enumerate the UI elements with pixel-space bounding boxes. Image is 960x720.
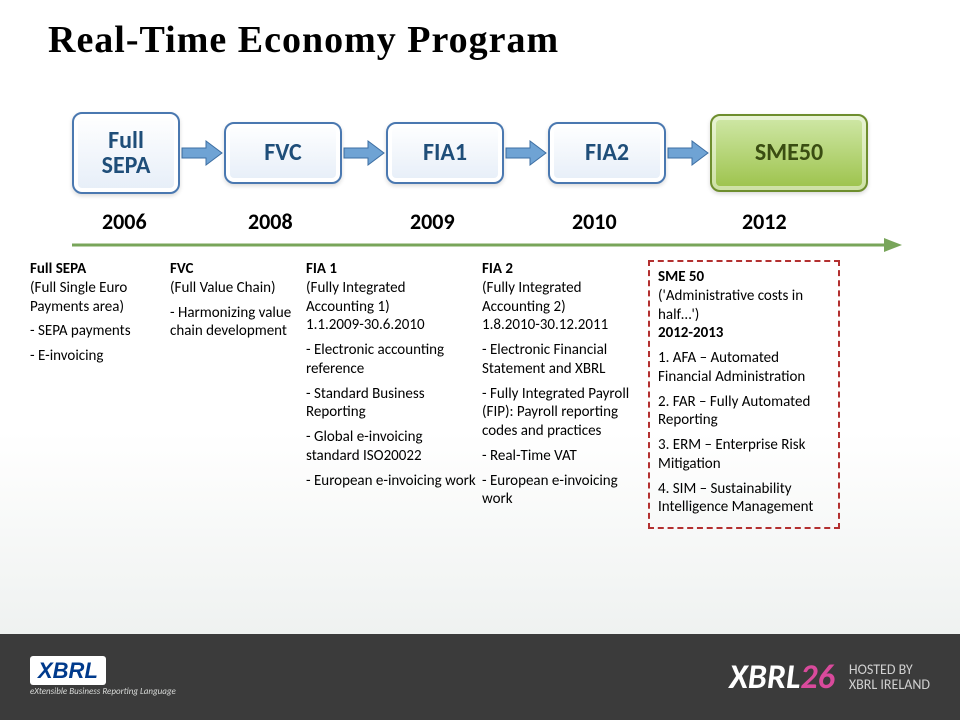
column-item: - European e-invoicing work bbox=[306, 472, 476, 491]
column-item: - Harmonizing value chain development bbox=[170, 304, 300, 342]
column-item: - Fully Integrated Payroll (FIP): Payrol… bbox=[482, 385, 642, 441]
year-2008: 2008 bbox=[248, 208, 293, 235]
flow-arrow-icon bbox=[180, 138, 224, 168]
xbrl-logo: XBRL eXtensible Business Reporting Langu… bbox=[30, 658, 176, 697]
flow-arrow-icon bbox=[666, 138, 710, 168]
column-item: - Electronic Financial Statement and XBR… bbox=[482, 341, 642, 379]
year-2012: 2012 bbox=[742, 208, 787, 235]
flow-box-fia1: FIA1 bbox=[386, 122, 504, 184]
column-item: - Standard Business Reporting bbox=[306, 385, 476, 423]
year-2009: 2009 bbox=[410, 208, 455, 235]
column-item: 3. ERM – Enterprise Risk Mitigation bbox=[658, 436, 830, 474]
column-item: - Global e-invoicing standard ISO20022 bbox=[306, 428, 476, 466]
column-item: - SEPA payments bbox=[30, 322, 164, 341]
column-sme50: SME 50('Administrative costs in half…')2… bbox=[648, 260, 840, 529]
year-2006: 2006 bbox=[102, 208, 147, 235]
column-item: 1. AFA – Automated Financial Administrat… bbox=[658, 349, 830, 387]
xbrl-mark: XBRL bbox=[30, 656, 106, 685]
year-2010: 2010 bbox=[572, 208, 617, 235]
column-item: - Real-Time VAT bbox=[482, 447, 642, 466]
flow-box-sme50: SME50 bbox=[710, 114, 868, 192]
column-fia1: FIA 1(Fully Integrated Accounting 1)1.1.… bbox=[306, 260, 476, 529]
column-fvc: FVC(Full Value Chain)- Harmonizing value… bbox=[170, 260, 300, 529]
column-fullsepa: Full SEPA(Full Single Euro Payments area… bbox=[30, 260, 164, 529]
column-item: - Electronic accounting reference bbox=[306, 341, 476, 379]
hosted-line1: HOSTED BY bbox=[849, 662, 930, 677]
column-item: 4. SIM – Sustainability Intelligence Man… bbox=[658, 480, 830, 518]
flow-arrow-icon bbox=[342, 138, 386, 168]
flow-box-fullsepa: Full SEPA bbox=[72, 112, 180, 194]
column-item: - European e-invoicing work bbox=[482, 472, 642, 510]
footer-right: XBRL26 HOSTED BY XBRL IRELAND bbox=[729, 657, 930, 698]
xbrl26-logo: XBRL26 bbox=[729, 657, 835, 698]
column-item: 2. FAR – Fully Automated Reporting bbox=[658, 393, 830, 431]
columns: Full SEPA(Full Single Euro Payments area… bbox=[30, 260, 935, 529]
xbrl-subtitle: eXtensible Business Reporting Language bbox=[30, 686, 176, 697]
slide-title: Real-Time Economy Program bbox=[0, 0, 960, 62]
column-fia2: FIA 2(Fully Integrated Accounting 2)1.8.… bbox=[482, 260, 642, 529]
flow-box-fia2: FIA2 bbox=[548, 122, 666, 184]
flow-row: Full SEPA FVC FIA1 FIA2 SME50 bbox=[72, 108, 892, 198]
hosted-by: HOSTED BY XBRL IRELAND bbox=[849, 662, 930, 693]
timeline-arrow bbox=[72, 238, 902, 252]
flow-arrow-icon bbox=[504, 138, 548, 168]
years-row: 2006 2008 2009 2010 2012 bbox=[72, 208, 892, 236]
footer-bar: XBRL eXtensible Business Reporting Langu… bbox=[0, 634, 960, 720]
hosted-line2: XBRL IRELAND bbox=[849, 677, 930, 692]
flow-box-fvc: FVC bbox=[224, 122, 342, 184]
column-item: - E-invoicing bbox=[30, 347, 164, 366]
